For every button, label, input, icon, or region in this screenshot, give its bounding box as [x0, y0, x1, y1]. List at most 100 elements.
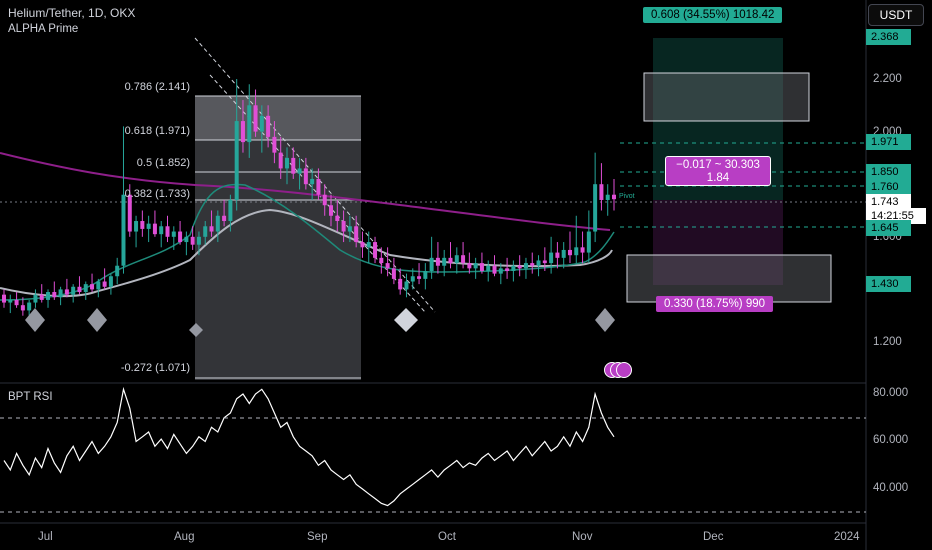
candle-body: [278, 152, 283, 169]
candles: [2, 79, 616, 316]
candle-body: [234, 121, 239, 200]
candle-body: [442, 257, 447, 266]
candle-body: [228, 199, 233, 222]
risk-reward-box[interactable]: −0.017 ~ 30.303 1.84: [665, 156, 771, 186]
candle-body: [586, 231, 591, 253]
long-position-tool[interactable]: [0, 38, 866, 303]
candle-body: [373, 242, 378, 258]
candle-body: [303, 168, 308, 185]
chart-background: [0, 0, 867, 550]
candle-body: [77, 286, 82, 293]
currency-button[interactable]: USDT: [868, 4, 924, 26]
candle-body: [360, 242, 365, 248]
candle-body: [593, 184, 598, 232]
candle-body: [178, 231, 183, 243]
candle-body: [549, 252, 554, 264]
candle-body: [8, 299, 13, 303]
candle-body: [574, 247, 579, 256]
candle-body: [46, 292, 51, 300]
candle-body: [240, 121, 245, 143]
candle-body: [297, 168, 302, 174]
candle-body: [417, 276, 422, 279]
candle-body: [165, 226, 170, 237]
candle-body: [33, 294, 38, 303]
candle-body: [479, 263, 484, 271]
candle-body: [20, 305, 25, 311]
candle-body: [259, 115, 264, 132]
candle-body: [284, 157, 289, 169]
candle-body: [467, 263, 472, 269]
price-label-level: 1.760: [866, 179, 911, 195]
candle-body: [542, 260, 547, 264]
time-tick: Nov: [572, 531, 593, 543]
candle-body: [2, 294, 6, 303]
rsi-series: [3, 386, 615, 507]
stop-label[interactable]: 0.330 (18.75%) 990: [656, 296, 774, 312]
candle-body: [115, 265, 120, 277]
candle-body: [492, 265, 497, 274]
candle-body: [171, 231, 176, 237]
target-label[interactable]: 0.608 (34.55%) 1018.42: [643, 7, 783, 23]
candle-body: [64, 289, 69, 295]
price-label-support: 1.645: [866, 220, 911, 236]
candle-body: [322, 194, 327, 206]
time-tick: Jul: [38, 531, 53, 543]
candle-body: [140, 221, 145, 229]
ema-teal-line: [0, 183, 615, 301]
event-icon: [616, 362, 632, 378]
candle-body: [222, 215, 227, 222]
time-tick: Dec: [703, 531, 724, 543]
candle-body: [39, 294, 44, 300]
price-label-fib618: 1.971: [866, 134, 911, 150]
candle-body: [146, 223, 151, 229]
candle-body: [366, 242, 371, 248]
candle-body: [561, 249, 566, 258]
fib-label-382: 0.382 (1.733): [124, 188, 190, 200]
candle-body: [347, 226, 352, 232]
candle-body: [612, 194, 616, 200]
candle-body: [555, 252, 560, 258]
candle-body: [134, 221, 139, 232]
candle-body: [159, 226, 164, 235]
trend-lines[interactable]: [194, 37, 436, 313]
candle-body: [316, 178, 321, 195]
candle-body: [404, 281, 409, 290]
candle-body: [341, 221, 346, 232]
fib-label-minus272: -0.272 (1.071): [120, 362, 190, 374]
candle-body: [310, 178, 315, 185]
candle-body: [385, 263, 390, 269]
candle-body: [96, 281, 101, 290]
candle-body: [448, 257, 453, 264]
candle-body: [429, 257, 434, 271]
indicator-name[interactable]: ALPHA Prime: [8, 23, 79, 35]
flag-icons[interactable]: [604, 362, 634, 378]
candle-body: [530, 263, 535, 266]
ma-gray-line: [0, 208, 613, 298]
candle-body: [291, 157, 296, 174]
current-price-label: 1.743: [866, 194, 911, 210]
candle-body: [435, 257, 440, 266]
candle-body: [58, 289, 63, 298]
price-tick: 2.200: [873, 73, 902, 85]
candle-body: [505, 268, 510, 271]
candle-body: [423, 270, 428, 279]
candle-body: [102, 281, 107, 287]
fibonacci-retracement[interactable]: [195, 95, 361, 380]
candle-body: [410, 276, 415, 282]
rsi-panel-title[interactable]: BPT RSI: [8, 391, 53, 403]
candle-body: [108, 276, 113, 287]
candle-body: [461, 255, 466, 264]
candle-body: [253, 105, 258, 132]
symbol-title[interactable]: Helium/Tether, 1D, OKX: [8, 6, 136, 20]
rsi-tick: 60.000: [873, 434, 909, 446]
signal-markers: [25, 308, 615, 337]
candle-body: [473, 263, 478, 269]
candle-body: [517, 265, 522, 269]
candle-body: [511, 265, 516, 271]
candle-body: [184, 236, 189, 243]
candle-body: [190, 236, 195, 245]
candle-body: [536, 260, 541, 266]
candle-body: [90, 284, 95, 290]
candle-body: [605, 194, 610, 200]
